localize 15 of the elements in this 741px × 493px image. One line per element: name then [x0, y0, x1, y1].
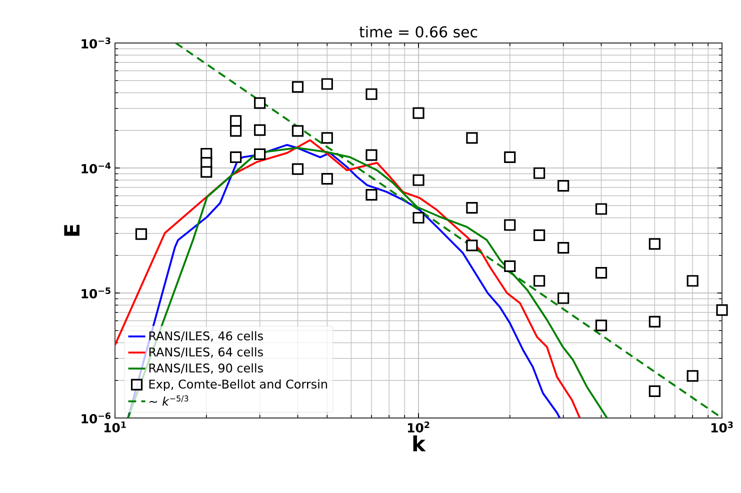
x-axis-title: k [413, 435, 426, 452]
legend-label: ∼ k$^{−5/3}$ [149, 395, 188, 406]
x-tick-label: 10$^{2}$ [408, 422, 430, 432]
legend-label: Exp, Comte-Bellot and Corrsin [149, 379, 327, 391]
x-tick-label: 10$^{3}$ [711, 422, 733, 432]
x-tick-label: 10$^{1}$ [104, 422, 126, 432]
legend-label: RANS/ILES, 46 cells [149, 331, 263, 342]
y-axis-title: E [64, 224, 80, 236]
legend-label: RANS/ILES, 90 cells [149, 363, 263, 374]
legend-label: RANS/ILES, 64 cells [149, 347, 263, 358]
y-tick-label: 10$^{−5}$ [82, 288, 110, 298]
chart-title: time = 0.66 sec [359, 26, 478, 38]
y-tick-label: 10$^{−4}$ [82, 162, 111, 174]
y-tick-label: 10$^{−3}$ [82, 38, 110, 48]
y-tick-label: 10$^{−6}$ [82, 412, 111, 424]
